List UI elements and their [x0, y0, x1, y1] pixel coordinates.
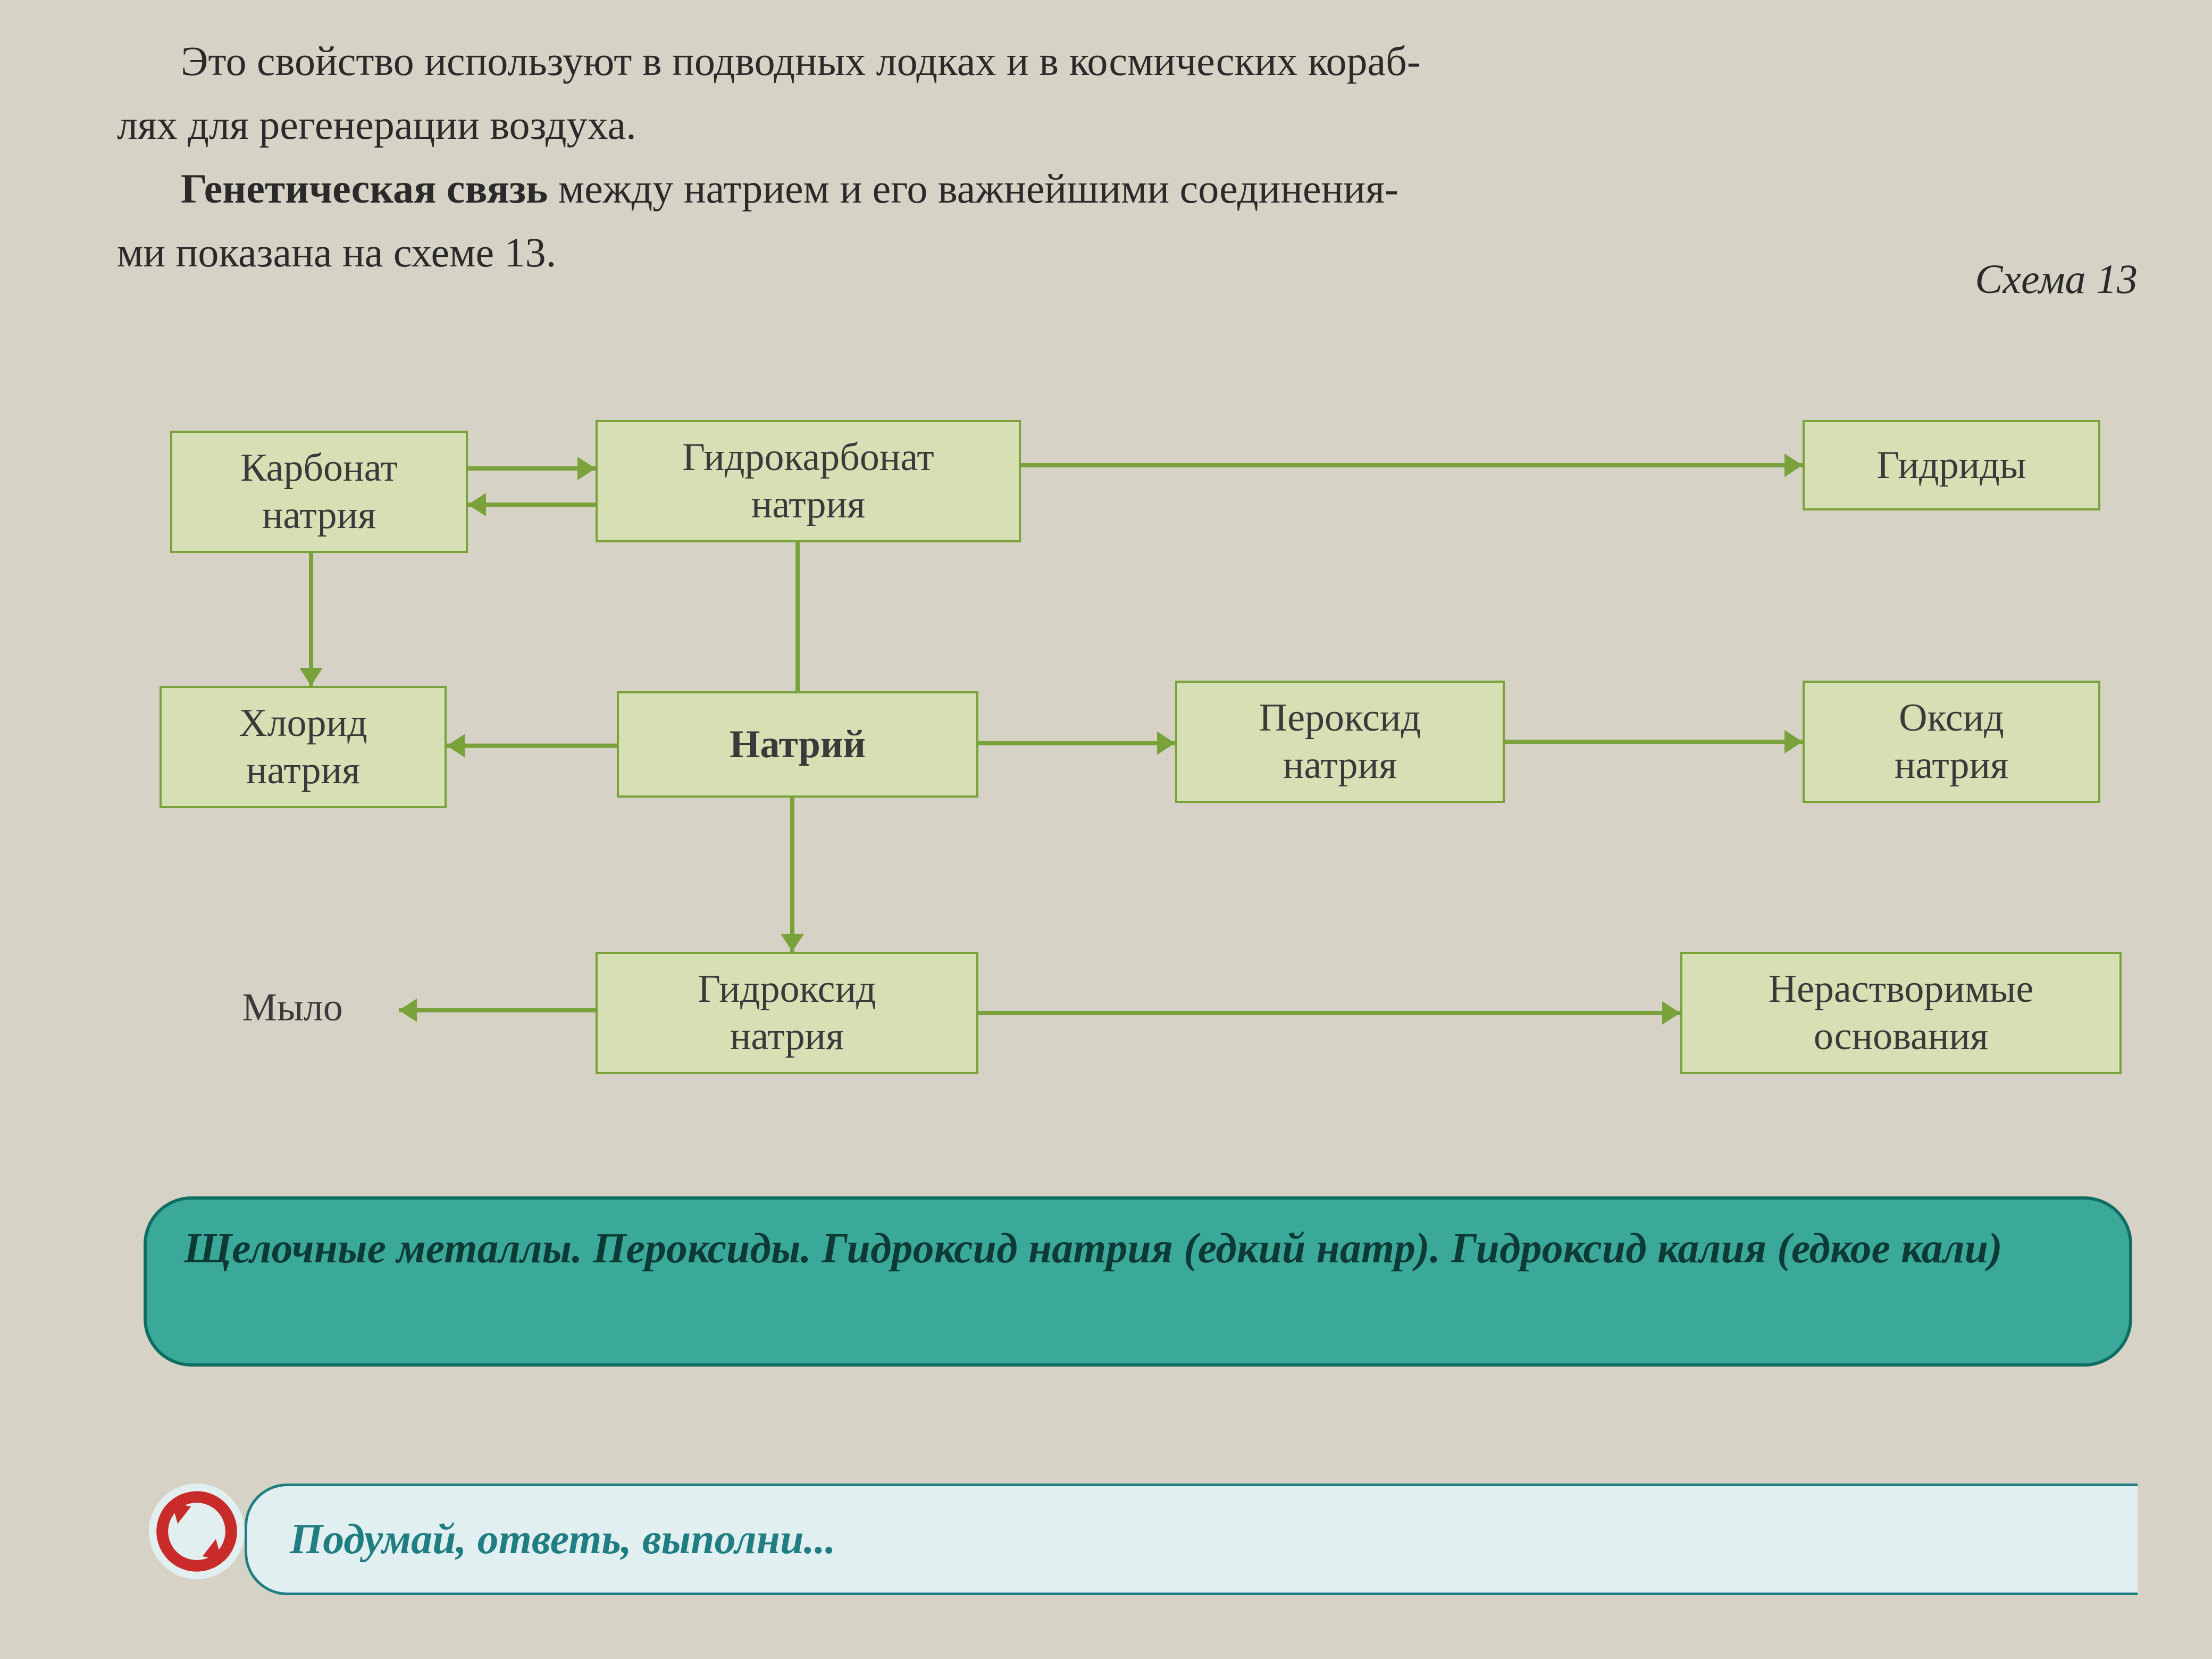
node-bicarbonate: Гидрокарбонат натрия: [596, 420, 1021, 542]
node-insol_base: Нерастворимые основания: [1680, 952, 2122, 1074]
diagram-arrows: [0, 0, 2212, 1659]
textbook-page: Это свойство используют в подводных лодк…: [0, 0, 2212, 1659]
node-hydrides: Гидриды: [1803, 420, 2100, 510]
task-callout: Подумай, ответь, выполни...: [245, 1484, 2138, 1595]
keywords-callout: Щелочные металлы. Пероксиды. Гидроксид н…: [144, 1196, 2132, 1367]
refresh-icon: [149, 1484, 245, 1579]
node-carbonate: Карбонат натрия: [170, 431, 468, 553]
keywords-callout-text: Щелочные металлы. Пероксиды. Гидроксид н…: [184, 1225, 2002, 1272]
node-hydroxide: Гидроксид натрия: [596, 952, 978, 1074]
node-peroxide: Пероксид натрия: [1175, 681, 1505, 803]
refresh-icon-svg: [149, 1484, 245, 1579]
node-sodium: Натрий: [617, 691, 978, 798]
node-oxide: Оксид натрия: [1803, 681, 2100, 803]
node-chloride: Хлорид натрия: [160, 686, 447, 808]
task-callout-text: Подумай, ответь, выполни...: [290, 1515, 836, 1564]
node-soap: Мыло: [186, 968, 399, 1048]
